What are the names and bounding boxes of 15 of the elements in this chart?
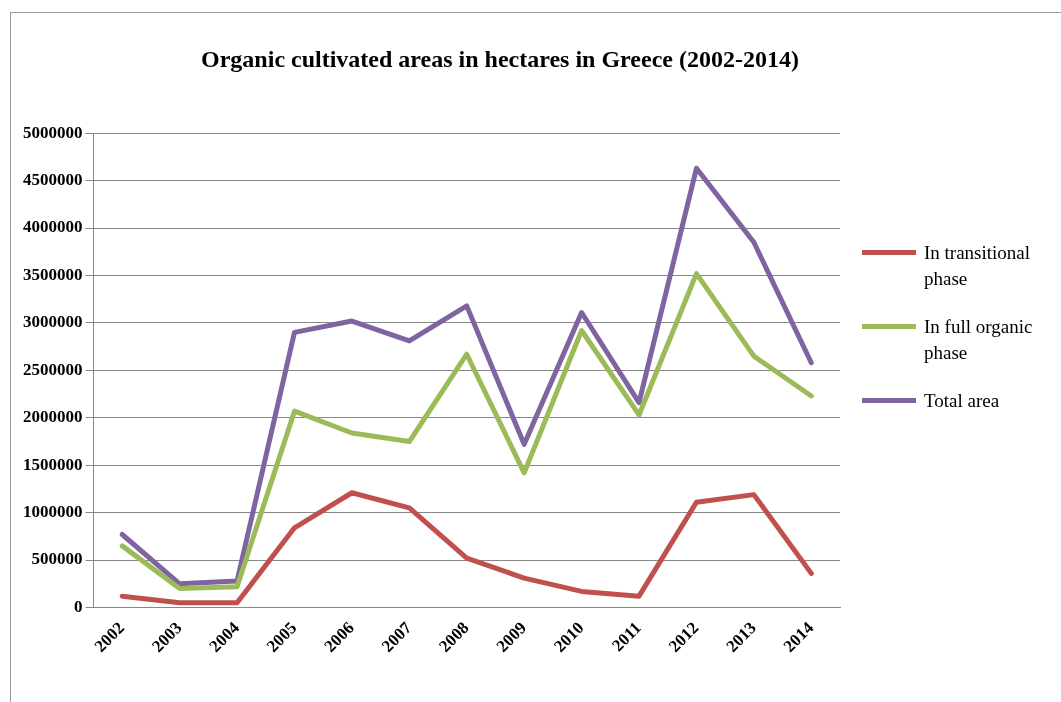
y-tick-label: 3000000	[23, 312, 83, 332]
y-tick-label: 500000	[31, 549, 83, 569]
y-tick-label: 1500000	[23, 454, 83, 474]
y-tick-label: 1000000	[23, 502, 83, 522]
legend-label: In full organic phase	[924, 315, 1034, 365]
chart-title: Organic cultivated areas in hectares in Greece (2002-2014)	[200, 46, 800, 73]
y-tick-label: 0	[74, 596, 83, 616]
y-tick-label: 5000000	[23, 122, 83, 142]
legend-label: Total area	[924, 389, 1000, 413]
y-tick-label: 2000000	[23, 407, 83, 427]
y-tick-label: 2500000	[23, 359, 83, 379]
y-tick-label: 4500000	[23, 170, 83, 190]
y-tick-label: 4000000	[23, 217, 83, 237]
legend-label: In transitional phase	[924, 241, 1032, 291]
y-tick-label: 3500000	[23, 264, 83, 284]
